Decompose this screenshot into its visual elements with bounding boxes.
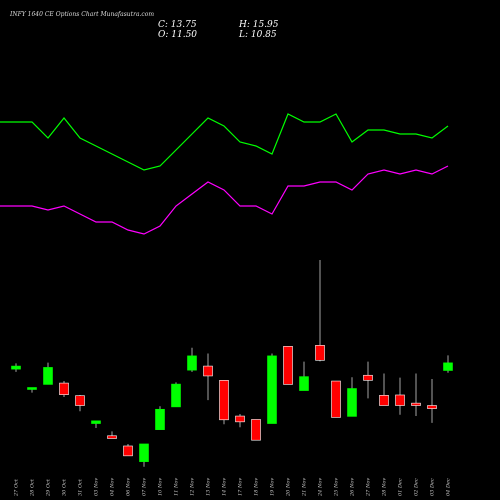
candle-body (107, 435, 117, 439)
candle-body (427, 405, 437, 409)
x-tick-label: 03 Nov (94, 478, 100, 496)
x-tick-label: 18 Nov (254, 478, 260, 496)
candle (187, 347, 197, 372)
candle-body (123, 445, 133, 457)
candle (251, 419, 261, 441)
x-tick-label: 01 Dec (398, 478, 404, 496)
candle (27, 387, 37, 393)
candle (379, 373, 389, 406)
x-tick-label: 17 Nov (238, 478, 244, 496)
x-tick-label: 25 Nov (334, 478, 340, 497)
candle-body (171, 383, 181, 408)
x-tick-label: 21 Nov (302, 478, 308, 497)
x-tick-label: 02 Dec (414, 478, 420, 496)
x-tick-label: 06 Nov (126, 478, 132, 496)
candle (395, 377, 405, 415)
candle (267, 353, 277, 424)
chart-title: INFY 1640 CE Options Chart Munafasutra.c… (9, 11, 154, 18)
x-tick-label: 12 Nov (190, 478, 196, 496)
candle (219, 380, 229, 425)
candle (283, 346, 293, 385)
candle (427, 379, 437, 423)
x-tick-label: 04 Nov (110, 478, 116, 496)
candle (139, 443, 149, 467)
x-tick-label: 14 Nov (222, 478, 228, 496)
x-tick-label: 29 Oct (46, 478, 52, 497)
candle (443, 355, 453, 373)
candle (347, 377, 357, 417)
candle (123, 443, 133, 457)
candle-body (139, 443, 149, 462)
candle-body (251, 419, 261, 441)
x-tick-label: 19 Nov (270, 478, 276, 496)
candle (155, 406, 165, 430)
candle-body (155, 408, 165, 430)
candle (107, 431, 117, 439)
indicator-line-1 (0, 113, 449, 171)
x-tick-label: 04 Dec (446, 478, 452, 496)
candle-body (443, 362, 453, 371)
candle-body (283, 346, 293, 385)
candle-body (299, 376, 309, 391)
x-tick-label: 13 Nov (206, 478, 212, 496)
indicator-lines (0, 113, 449, 235)
high-readout: H: 15.95 (238, 20, 279, 30)
candle (43, 362, 53, 385)
candle (411, 373, 421, 417)
low-readout: L: 10.85 (238, 30, 277, 40)
open-readout: O: 11.50 (158, 30, 197, 40)
x-tick-label: 28 Nov (382, 478, 388, 497)
x-tick-label: 20 Nov (286, 478, 292, 497)
candle-body (331, 380, 341, 418)
candle (171, 382, 181, 408)
candle-body (27, 387, 37, 390)
candle-body (395, 394, 405, 406)
candle-body (363, 374, 373, 381)
candle-body (235, 415, 245, 423)
candle-body (43, 367, 53, 385)
x-tick-label: 26 Nov (350, 478, 356, 497)
candle (11, 363, 21, 372)
candle (59, 381, 69, 398)
candle (91, 420, 101, 428)
candle-body (219, 380, 229, 421)
x-tick-label: 10 Nov (158, 478, 164, 496)
candle-body (91, 420, 101, 424)
x-tick-label: 30 Oct (62, 478, 68, 496)
candle-body (411, 402, 421, 406)
candle-body (379, 395, 389, 406)
close-readout: C: 13.75 (158, 20, 197, 30)
candle-body (59, 382, 69, 395)
x-tick-label: 27 Oct (14, 478, 20, 497)
x-tick-label: 11 Nov (174, 478, 180, 496)
candles-group (11, 260, 453, 467)
candle-body (75, 395, 85, 406)
x-tick-label: 03 Dec (430, 478, 436, 496)
candle (363, 361, 373, 399)
x-tick-label: 24 Nov (318, 478, 324, 497)
x-tick-label: 28 Oct (30, 478, 36, 497)
candle-body (11, 365, 21, 370)
candle (203, 353, 213, 401)
candle (299, 361, 309, 391)
x-tick-label: 27 Nov (366, 478, 372, 497)
candle-body (203, 365, 213, 377)
x-tick-label: 07 Nov (142, 478, 148, 496)
candle (331, 380, 341, 418)
candle-body (267, 355, 277, 424)
candle-body (315, 345, 325, 361)
indicator-line-2 (0, 165, 449, 235)
candle-body (347, 388, 357, 417)
candle-body (187, 355, 197, 371)
x-tick-label: 31 Oct (78, 478, 84, 496)
candle (235, 414, 245, 428)
candle (75, 394, 85, 412)
candle (315, 260, 325, 362)
x-axis-ticks: 27 Oct 28 Oct 29 Oct 30 Oct 31 Oct 03 Nov 04 N… (14, 478, 452, 497)
